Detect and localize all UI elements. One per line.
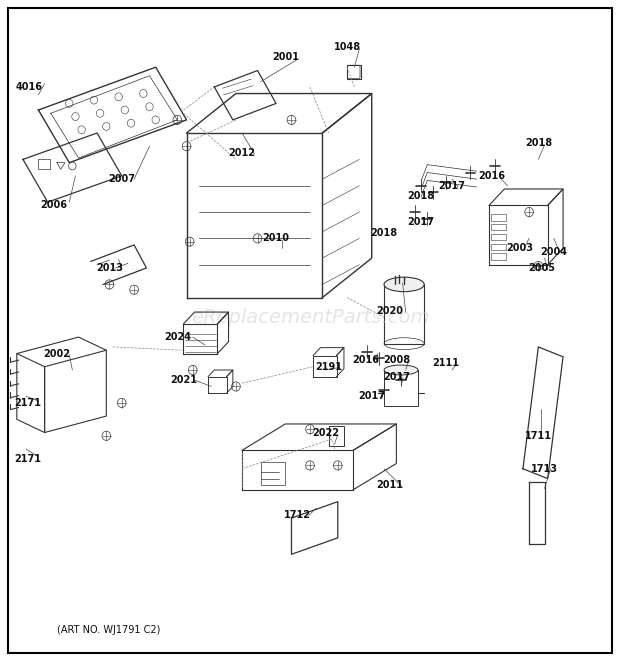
Text: 2016: 2016 xyxy=(352,355,379,365)
Text: 4016: 4016 xyxy=(16,82,43,92)
Bar xyxy=(38,159,50,169)
Text: 2191: 2191 xyxy=(315,362,342,371)
Text: 2020: 2020 xyxy=(377,306,404,316)
Text: 1711: 1711 xyxy=(525,431,552,441)
Bar xyxy=(329,426,344,446)
Bar xyxy=(491,244,507,251)
Text: 2007: 2007 xyxy=(108,174,135,184)
Text: 2017: 2017 xyxy=(358,391,385,401)
Text: 2017: 2017 xyxy=(438,180,466,190)
Text: 2018: 2018 xyxy=(407,190,435,200)
Text: 2017: 2017 xyxy=(407,217,435,227)
Text: 2111: 2111 xyxy=(432,358,459,368)
Text: 1712: 1712 xyxy=(284,510,311,520)
Text: 2022: 2022 xyxy=(312,428,339,438)
Text: 2021: 2021 xyxy=(170,375,197,385)
Bar xyxy=(347,65,361,79)
Text: 2003: 2003 xyxy=(507,243,533,253)
Text: 2002: 2002 xyxy=(43,348,71,358)
Text: 2016: 2016 xyxy=(479,171,505,181)
Text: 1048: 1048 xyxy=(334,42,361,52)
Text: 2006: 2006 xyxy=(40,200,68,210)
Ellipse shape xyxy=(384,365,418,375)
Bar xyxy=(491,224,507,231)
Ellipse shape xyxy=(384,277,424,292)
Text: 2001: 2001 xyxy=(272,52,299,62)
Text: 2024: 2024 xyxy=(164,332,191,342)
Text: 2008: 2008 xyxy=(383,355,410,365)
Text: 2018: 2018 xyxy=(371,228,397,238)
Text: 2004: 2004 xyxy=(540,247,567,256)
Text: 2171: 2171 xyxy=(14,398,41,408)
Text: 1713: 1713 xyxy=(531,464,558,474)
Bar xyxy=(260,462,285,485)
Text: 2171: 2171 xyxy=(14,454,41,464)
Bar xyxy=(491,234,507,241)
Bar xyxy=(384,370,418,407)
Text: 2012: 2012 xyxy=(229,148,255,158)
Text: (ART NO. WJ1791 C2): (ART NO. WJ1791 C2) xyxy=(57,625,161,635)
Bar xyxy=(491,214,507,221)
Text: 2013: 2013 xyxy=(96,263,123,273)
Text: 2010: 2010 xyxy=(262,233,290,243)
Text: 2005: 2005 xyxy=(528,263,555,273)
Bar xyxy=(384,284,424,344)
Text: 2011: 2011 xyxy=(377,480,404,490)
Text: 2017: 2017 xyxy=(383,371,410,381)
Text: 2018: 2018 xyxy=(525,138,552,148)
Text: eReplacementParts.com: eReplacementParts.com xyxy=(191,308,429,327)
Bar xyxy=(491,253,507,260)
